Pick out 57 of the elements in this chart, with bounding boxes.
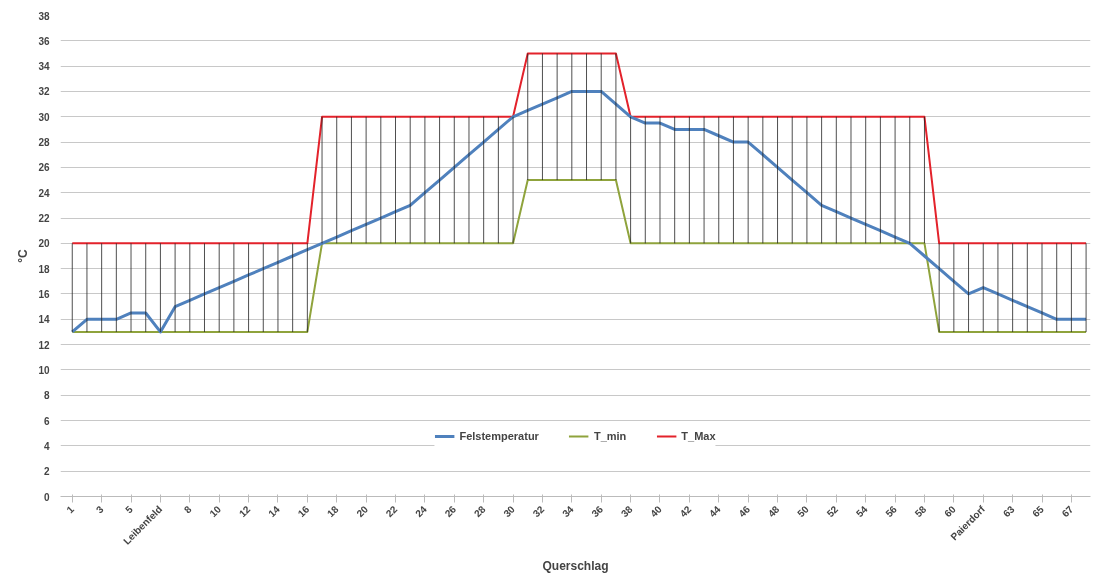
y-tick-label: 12: [38, 339, 50, 351]
x-tick-label: 26: [442, 503, 459, 520]
legend-label: Felstemperatur: [459, 430, 539, 442]
x-tick-label: 10: [207, 503, 224, 520]
x-tick-label: 22: [383, 503, 400, 520]
x-tick-label: 50: [795, 503, 812, 520]
x-tick-label: 34: [560, 503, 577, 520]
legend-label: T_Max: [681, 430, 716, 442]
x-tick-label: 16: [295, 503, 312, 520]
x-tick-label: 52: [824, 503, 841, 520]
y-tick-label: 30: [38, 111, 50, 123]
x-tick-label: 24: [413, 503, 430, 520]
y-tick-label: 36: [38, 35, 50, 47]
x-tick-label: 56: [883, 503, 900, 520]
x-tick-label: 8: [181, 503, 194, 516]
x-tick-label: 38: [618, 503, 635, 520]
y-tick-label: 4: [43, 440, 50, 452]
y-tick-label: 20: [38, 238, 50, 250]
y-tick-label: 38: [38, 10, 50, 22]
y-tick-label: 8: [43, 390, 50, 402]
x-tick-label: 12: [236, 503, 253, 520]
x-tick-label: 44: [707, 503, 723, 520]
x-tick-label: 20: [354, 503, 371, 520]
x-tick-label: 30: [501, 503, 518, 520]
x-tick-label: 18: [324, 503, 341, 520]
x-tick-label: 14: [266, 503, 283, 520]
x-tick-label: 1: [64, 503, 77, 516]
x-tick-label: 63: [1000, 503, 1017, 520]
x-tick-label: 28: [471, 503, 488, 520]
x-tick-label: 58: [912, 503, 929, 520]
x-tick-label: 36: [589, 503, 606, 520]
y-tick-label: 6: [43, 415, 50, 427]
line-series: [70, 89, 1088, 334]
y-tick-label: 10: [38, 364, 50, 376]
y-tick-label: 18: [38, 263, 50, 275]
y-tick-label: 32: [38, 86, 50, 98]
y-tick-label: 34: [38, 61, 50, 73]
x-tick-label: 54: [853, 503, 870, 520]
y-tick-label: 16: [38, 288, 50, 300]
y-tick-label: 24: [38, 187, 50, 199]
x-tick-label: 42: [677, 503, 694, 520]
x-tick-label: 67: [1059, 503, 1076, 520]
x-tick-label: 65: [1030, 503, 1047, 520]
y-tick-label: 2: [43, 466, 50, 478]
y-axis-title: °C: [16, 248, 31, 263]
x-tick-label: 3: [93, 503, 106, 516]
x-tick-label: 40: [648, 503, 665, 520]
y-tick-label: 0: [43, 491, 50, 503]
x-axis-title: Querschlag: [542, 558, 609, 573]
x-tick-label: 48: [765, 503, 782, 520]
y-tick-label: 28: [38, 137, 50, 149]
x-tick-label: 32: [530, 503, 547, 520]
y-tick-label: 22: [38, 213, 50, 225]
legend-label: T_min: [593, 430, 627, 442]
y-tick-label: 26: [38, 162, 50, 174]
x-tick-label: 46: [736, 503, 753, 520]
y-tick-label: 14: [38, 314, 50, 326]
